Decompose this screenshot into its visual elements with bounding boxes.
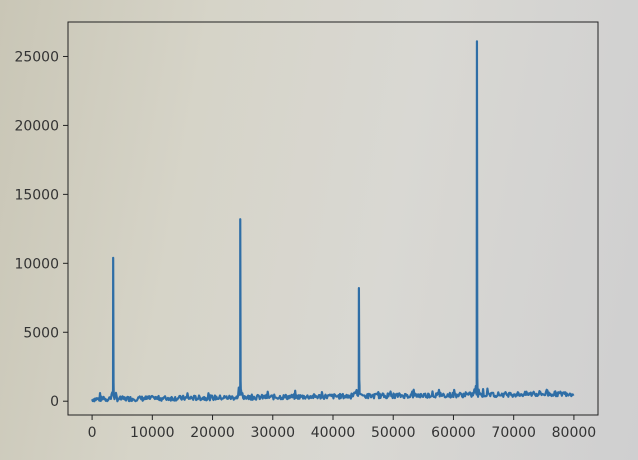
x-tick-label: 20000 [190, 425, 235, 441]
y-tick-label: 20000 [14, 118, 59, 134]
x-tick-label: 70000 [491, 425, 536, 441]
x-tick-label: 10000 [130, 425, 175, 441]
series-layer [91, 40, 575, 403]
x-tick-label: 80000 [552, 425, 597, 441]
plot-frame [67, 21, 599, 416]
y-tick-label: 5000 [23, 325, 59, 341]
x-tick-label: 30000 [250, 425, 295, 441]
x-axis: 0 10000 20000 30000 40000 50000 60000 70000 8000… [88, 415, 597, 441]
x-tick-label: 50000 [371, 425, 416, 441]
x-tick-label: 0 [88, 425, 97, 441]
plot-area [68, 22, 598, 415]
y-tick-label: 10000 [14, 256, 59, 272]
series-line [91, 40, 575, 403]
y-tick-label: 25000 [14, 49, 59, 65]
x-tick-label: 40000 [311, 425, 356, 441]
y-tick-label: 0 [50, 394, 59, 410]
x-tick-label: 60000 [431, 425, 476, 441]
y-axis: 0 5000 10000 15000 20000 25000 [14, 49, 68, 410]
y-tick-label: 15000 [14, 187, 59, 203]
